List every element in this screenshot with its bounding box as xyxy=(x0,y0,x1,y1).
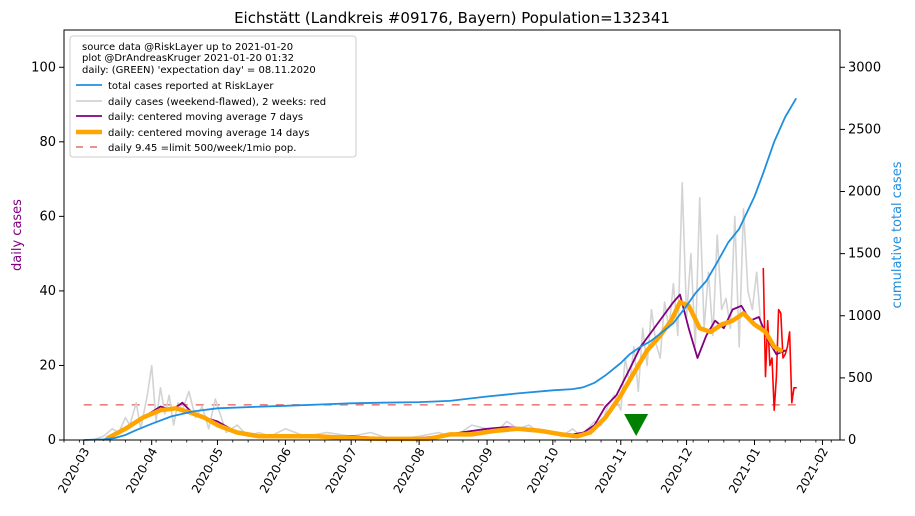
y-right-tick-label: 1000 xyxy=(848,309,881,324)
y-right-tick-label: 2500 xyxy=(848,122,881,137)
y-left-tick-label: 20 xyxy=(39,358,56,373)
legend-text-line: plot @DrAndreasKruger 2021-01-20 01:32 xyxy=(82,53,294,64)
legend-text-line: source data @RiskLayer up to 2021-01-20 xyxy=(82,42,293,53)
y-left-tick-label: 40 xyxy=(39,284,56,299)
legend-entry-total: total cases reported at RiskLayer xyxy=(108,81,274,92)
y-left-tick-label: 60 xyxy=(39,209,56,224)
plot-frame xyxy=(63,29,841,441)
y-left-tick-label: 0 xyxy=(48,433,56,448)
y-left-tick-label: 80 xyxy=(39,135,56,150)
legend-entry-limit: daily 9.45 =limit 500/week/1mio pop. xyxy=(108,143,296,154)
y-right-tick-label: 3000 xyxy=(848,60,881,75)
y-axis-left-label: daily cases xyxy=(10,199,25,271)
y-axis-right: 0 500 1000 1500 2000 2500 3000 xyxy=(840,60,881,448)
y-axis-left: 0 20 40 60 80 100 xyxy=(31,60,64,448)
series-daily-recent-line xyxy=(762,267,798,412)
y-right-tick-label: 2000 xyxy=(848,185,881,200)
series-total-line xyxy=(83,97,797,441)
y-axis-right-label: cumulative total cases xyxy=(890,161,905,308)
y-right-tick-label: 0 xyxy=(848,433,856,448)
y-right-tick-label: 1500 xyxy=(848,247,881,262)
expectation-day-marker xyxy=(624,414,649,436)
y-right-tick-label: 500 xyxy=(848,371,873,386)
legend-entry-ma14: daily: centered moving average 14 days xyxy=(108,128,309,139)
legend: source data @RiskLayer up to 2021-01-20 … xyxy=(69,35,357,158)
legend-text-line: daily: (GREEN) 'expectation day' = 08.11… xyxy=(82,65,316,76)
legend-box xyxy=(69,35,357,158)
series-group xyxy=(83,97,798,442)
legend-entry-daily: daily cases (weekend-flawed), 2 weeks: r… xyxy=(108,97,326,108)
series-ma14-line xyxy=(105,299,784,442)
chart-title: Eichstätt (Landkreis #09176, Bayern) Pop… xyxy=(234,9,670,27)
y-left-tick-label: 100 xyxy=(31,60,56,75)
legend-entry-ma7: daily: centered moving average 7 days xyxy=(108,112,303,123)
